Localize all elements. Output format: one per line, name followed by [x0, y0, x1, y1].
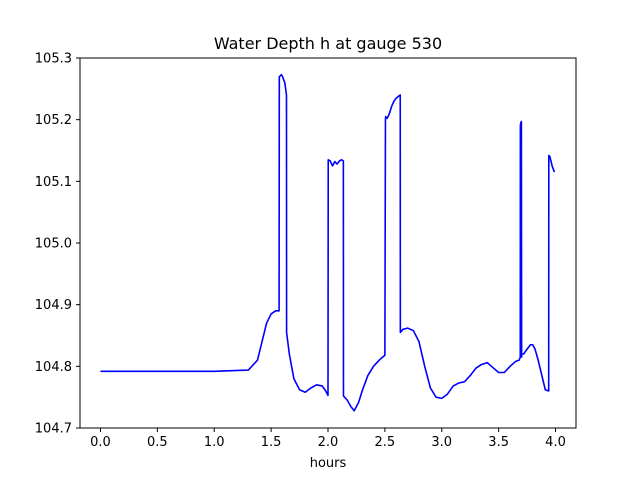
y-axis: 104.7 104.8 104.9 105.0 105.1 105.2 105.3 [35, 52, 80, 437]
y-tick-label: 104.8 [35, 360, 72, 375]
y-tick-label: 105.0 [35, 237, 72, 252]
x-tick-label: 4.0 [545, 435, 566, 450]
x-tick-label: 0.0 [90, 435, 111, 450]
x-axis-label: hours [310, 456, 347, 471]
y-tick-label: 105.2 [35, 113, 72, 128]
y-tick-label: 105.1 [35, 175, 72, 190]
x-tick-label: 2.0 [318, 435, 339, 450]
plot-content [100, 73, 556, 412]
x-tick-label: 0.5 [147, 435, 168, 450]
x-tick-label: 3.0 [431, 435, 452, 450]
y-tick-label: 104.9 [35, 298, 72, 313]
x-tick-label: 1.5 [261, 435, 282, 450]
y-tick-label: 104.7 [35, 422, 72, 437]
y-tick-label: 105.3 [35, 52, 72, 67]
x-tick-label: 3.5 [488, 435, 509, 450]
x-tick-label: 1.0 [204, 435, 225, 450]
x-axis: 0.0 0.5 1.0 1.5 2.0 2.5 3.0 3.5 4.0 [90, 428, 566, 450]
series-line-0 [100, 73, 556, 412]
x-tick-label: 2.5 [375, 435, 396, 450]
chart-title: Water Depth h at gauge 530 [214, 34, 442, 53]
